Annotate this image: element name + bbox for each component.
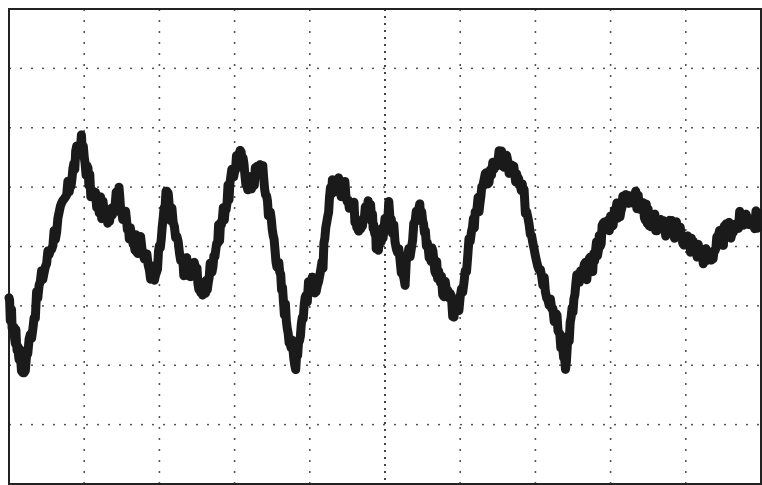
data-point (428, 250, 433, 255)
data-point (153, 280, 158, 285)
data-point (78, 137, 83, 142)
data-point (258, 161, 263, 166)
data-point (67, 185, 72, 190)
data-point (304, 292, 308, 296)
data-point (319, 274, 324, 279)
data-point (691, 244, 696, 249)
data-point (386, 208, 391, 213)
data-point (138, 244, 143, 249)
data-point (522, 197, 527, 201)
data-point (439, 280, 444, 285)
data-point (759, 220, 762, 225)
data-point (616, 208, 621, 213)
plot-frame (8, 8, 762, 485)
data-point (164, 191, 169, 196)
data-point (510, 167, 515, 172)
data-point (345, 191, 350, 196)
data-point (552, 309, 557, 314)
data-point (37, 286, 42, 291)
data-point (292, 363, 297, 368)
data-point (728, 226, 733, 231)
data-point (563, 357, 568, 362)
data-point (537, 262, 542, 267)
data-point (642, 208, 647, 213)
data-point (180, 262, 184, 267)
data-point (680, 232, 684, 237)
signal-trace-0 (4, 130, 762, 378)
data-point (14, 339, 19, 344)
data-point (116, 191, 120, 196)
data-point (416, 202, 421, 207)
data-point (213, 244, 218, 249)
data-point (104, 214, 109, 219)
data-point (401, 280, 406, 285)
data-point (202, 292, 207, 296)
data-point (668, 226, 673, 231)
data-point (706, 256, 711, 261)
data-point (225, 197, 230, 201)
data-point (281, 297, 286, 302)
data-point (717, 238, 722, 243)
traces (4, 130, 762, 378)
data-point (127, 232, 132, 237)
data-point (7, 303, 11, 308)
data-point (601, 226, 606, 231)
data-point (454, 315, 459, 320)
data-point (744, 214, 748, 219)
data-point (589, 262, 594, 267)
data-point (368, 202, 372, 207)
data-point (375, 244, 380, 249)
data-point (627, 191, 632, 196)
data-point (247, 185, 252, 190)
data-point (191, 268, 196, 273)
data-point (89, 191, 94, 196)
data-point (330, 179, 335, 184)
data-point (574, 280, 579, 285)
data-point (653, 220, 658, 225)
data-point (270, 226, 275, 231)
data-point (469, 232, 474, 237)
data-point (480, 185, 485, 190)
data-point (495, 155, 500, 160)
data-point (22, 369, 26, 374)
data-point (356, 220, 361, 225)
data-point (236, 149, 241, 154)
data-point (52, 232, 57, 237)
